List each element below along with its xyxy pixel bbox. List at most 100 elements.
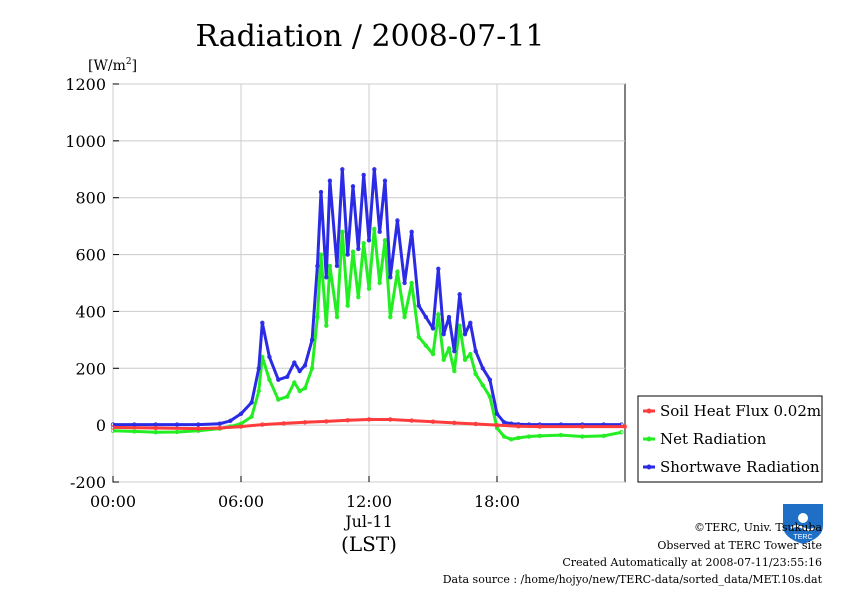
data-point [292,360,297,365]
data-point [409,229,414,235]
data-point [309,366,315,371]
y-tick-label: 400 [75,302,106,321]
x-tick-label: 06:00 [218,492,264,511]
data-point [350,249,356,254]
credit-source: Data source : /home/hojyo/new/TERC-data/… [443,573,823,586]
data-point [285,394,290,399]
data-point [388,417,393,422]
data-point [302,420,308,425]
data-point [423,343,429,348]
data-point [132,429,137,434]
legend-box [637,395,823,483]
y-tick-label: 0 [96,416,106,435]
data-point [441,357,446,362]
legend: Soil Heat Flux 0.02m Net Radiation Shortwa… [637,395,823,483]
data-point [372,226,377,232]
y-tick-label: 800 [75,189,106,208]
series-line [112,227,622,441]
x-axis-label: (LST) [341,532,397,556]
data-point [430,351,436,357]
data-point [315,263,320,269]
data-point [377,229,382,235]
data-point [334,314,340,320]
data-point [318,189,324,195]
data-point [409,418,414,423]
data-point [350,184,356,189]
data-point [402,280,407,286]
data-point [487,394,493,399]
data-point [480,383,485,388]
data-point [361,172,366,178]
legend-label: Net Radiation [660,430,767,448]
data-point [388,314,393,320]
credit-created: Created Automatically at 2008-07-11/23:5… [562,556,822,569]
data-point [462,331,468,337]
data-point [473,371,478,377]
data-point [430,419,436,424]
data-point [480,366,485,371]
data-point [416,334,421,340]
data-point [110,425,116,430]
data-point [302,385,308,391]
legend-marker [646,464,652,470]
data-point [601,433,606,439]
data-point [388,275,393,280]
data-point [430,326,436,331]
data-point [238,411,244,416]
data-point [276,377,281,382]
logo-shield-icon [783,504,823,544]
data-point [457,292,462,297]
data-point [452,368,457,374]
data-point [558,432,564,438]
data-point [309,337,315,343]
legend-marker [646,436,652,442]
legend-label: Shortwave Radiation [660,458,820,476]
data-point [468,351,473,357]
data-point [256,388,261,394]
data-point [366,417,372,422]
data-point [260,320,265,325]
data-point [452,420,457,426]
y-tick-label: 600 [75,246,106,265]
data-point [537,433,542,439]
data-point [217,421,222,426]
series-net-radiation [110,226,624,442]
data-point [473,349,478,354]
chart-title: Radiation / 2008-07-11 [195,19,544,54]
data-point [436,312,441,317]
series-line [112,418,625,431]
series-soil-heat-flux-0-02m [110,417,628,431]
data-point [285,374,290,380]
data-point [260,422,265,427]
data-point [509,437,514,442]
data-point [153,425,158,431]
data-point [487,377,493,382]
data-point [302,363,308,368]
data-point [345,252,350,257]
data-point [468,320,473,325]
data-point [372,167,377,172]
data-point [361,240,366,246]
data-point [452,349,457,354]
data-point [537,424,542,429]
data-point [292,380,297,385]
data-point [436,266,441,271]
data-point [402,314,407,320]
y-axis-unit: [W/m2] [88,57,137,74]
y-axis-ticks: -200 0 200 400 600 800 1000 1200 [65,75,119,492]
legend-label: Soil Heat Flux 0.02m [660,402,821,420]
data-point [281,421,286,426]
data-point [446,314,452,320]
series-layer [110,167,628,442]
data-point [516,424,521,429]
data-point [462,357,468,362]
data-point [622,424,628,429]
y-tick-label: 1000 [65,132,106,151]
data-point [366,286,372,291]
data-point [356,246,361,252]
data-point [196,426,201,431]
data-point [249,414,254,419]
data-point [423,314,429,320]
data-point [377,280,382,286]
data-point [473,421,478,427]
